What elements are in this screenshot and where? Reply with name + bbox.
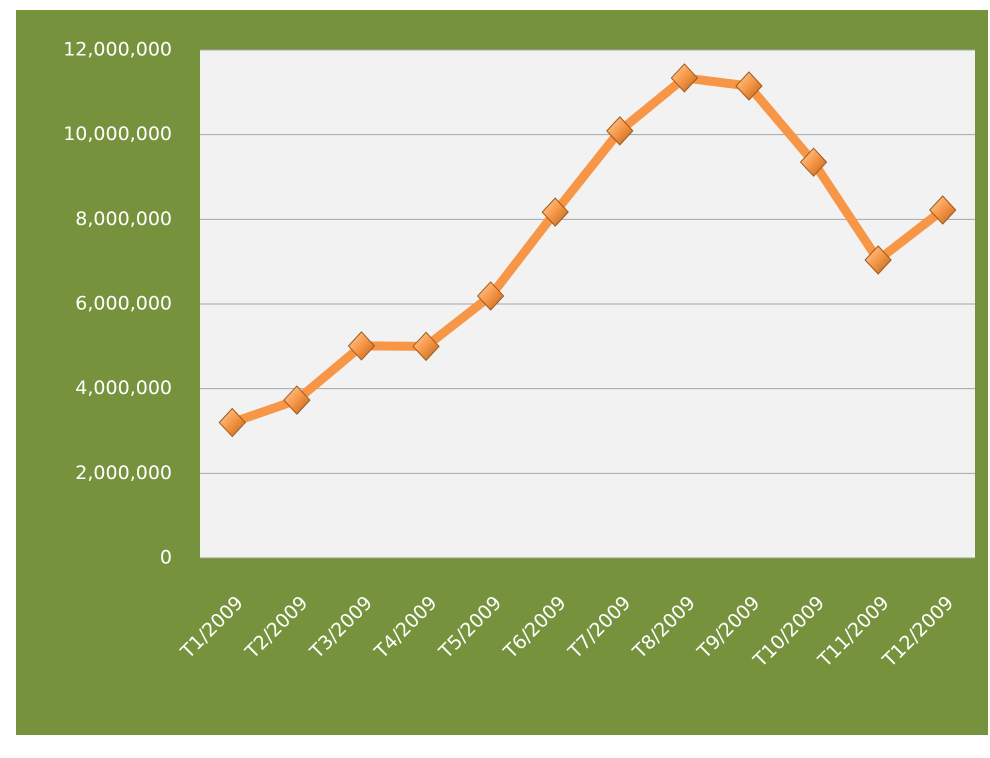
marker [218,407,246,438]
y-tick-label: 8,000,000 [75,208,172,230]
marker [929,195,957,225]
line-series [230,73,946,427]
marker [476,281,505,311]
marker [541,197,569,227]
y-tick-label: 2,000,000 [75,462,172,484]
marker [283,385,311,415]
y-tick-label: 12,000,000 [63,39,172,61]
marker [606,116,634,146]
y-tick-label: 4,000,000 [75,377,172,399]
marker [412,331,440,362]
y-tick-label: 0 [160,547,172,569]
marker [735,71,763,101]
marker [670,63,699,93]
marker [347,331,376,361]
marker [799,147,828,177]
y-tick-label: 6,000,000 [75,293,172,315]
marker [864,245,892,275]
y-tick-label: 10,000,000 [63,123,172,145]
